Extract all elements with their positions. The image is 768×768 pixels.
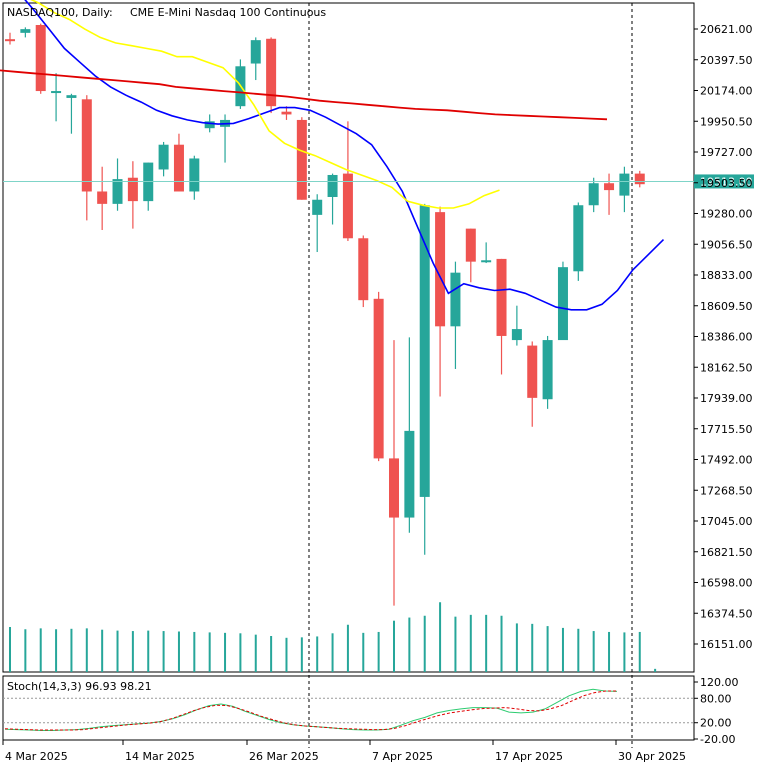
candle — [35, 23, 46, 94]
candle — [496, 258, 507, 375]
candle — [112, 158, 123, 211]
price-tick-label: 17268.50 — [700, 484, 753, 497]
price-tick-label: 18833.00 — [700, 269, 753, 282]
candle — [511, 305, 522, 346]
candle — [312, 194, 323, 253]
price-axis: 20621.00 20397.50 20174.00 19950.50 19727.00… — [694, 23, 753, 651]
candle — [296, 117, 307, 200]
candle — [604, 173, 615, 215]
time-tick-label: 7 Apr 2025 — [372, 750, 433, 763]
price-tick-label: 20174.00 — [700, 85, 753, 98]
time-tick-label: 30 Apr 2025 — [618, 750, 686, 763]
price-tick-label: 17492.00 — [700, 454, 753, 467]
ma-mid-line — [30, 0, 500, 209]
price-tick-label: 17939.00 — [700, 392, 753, 405]
time-axis: 4 Mar 2025 14 Mar 2025 26 Mar 2025 7 Apr 20… — [2, 740, 686, 763]
ma-slow-line — [0, 69, 608, 121]
price-tick-label: 20621.00 — [700, 23, 753, 36]
candle — [619, 166, 630, 213]
price-tick-label: 16374.50 — [700, 607, 753, 620]
candle — [465, 228, 476, 283]
stoch-levels: 120.00 80.00 20.00 -20.00 — [3, 676, 739, 746]
candle — [51, 73, 62, 122]
time-tick-label: 14 Mar 2025 — [125, 750, 195, 763]
stoch-level-label: 80.00 — [700, 692, 732, 705]
candle — [281, 106, 292, 120]
separator-lines — [308, 3, 633, 748]
candle — [542, 335, 553, 409]
candle — [97, 166, 108, 231]
price-tick-label: 18162.50 — [700, 361, 753, 374]
price-tick-label: 19727.00 — [700, 146, 753, 159]
candle — [5, 32, 15, 45]
price-tick-label: 16598.00 — [700, 577, 753, 590]
time-tick-label: 26 Mar 2025 — [249, 750, 319, 763]
candle — [588, 177, 599, 213]
volume-bars — [9, 602, 657, 672]
candle — [158, 141, 169, 177]
price-tick-label: 20397.50 — [700, 54, 753, 67]
price-tick-label: 19280.00 — [700, 208, 753, 221]
ma-fast-line — [24, 0, 665, 311]
current-price-tag — [694, 174, 754, 189]
candle — [419, 203, 430, 555]
candle — [235, 59, 246, 109]
candle — [481, 242, 492, 264]
candle — [435, 206, 446, 397]
candle — [450, 261, 461, 369]
stoch-signal-line — [4, 690, 617, 731]
stoch-level-label: 20.00 — [700, 717, 732, 730]
chart-title-symbol: NASDAQ100, Daily: — [7, 6, 113, 19]
price-tick-label: 19056.50 — [700, 238, 753, 251]
candlesticks — [5, 23, 645, 606]
candle — [81, 95, 92, 221]
stoch-level-label: -20.00 — [700, 733, 735, 746]
chart-title-description: CME E-Mini Nasdaq 100 Continuous — [130, 6, 326, 19]
price-tick-label: 18386.00 — [700, 331, 753, 344]
candle — [389, 340, 399, 606]
candle — [557, 261, 568, 341]
price-tick-label: 16821.50 — [700, 546, 753, 559]
stochastic-lines — [4, 688, 618, 731]
price-panel-frame — [2, 2, 695, 673]
candle — [358, 235, 369, 308]
candle — [527, 341, 538, 427]
current-price-label: 19513.00 — [700, 175, 753, 188]
candle — [127, 161, 138, 229]
price-tick-label: 16151.00 — [700, 638, 753, 651]
price-tick-label: 19950.50 — [700, 115, 753, 128]
stoch-label: Stoch(14,3,3) 96.93 98.21 — [7, 680, 152, 693]
price-tick-label: 17715.50 — [700, 423, 753, 436]
time-tick-label: 4 Mar 2025 — [5, 750, 68, 763]
price-tick-label: 18609.50 — [700, 300, 753, 313]
candle — [20, 27, 31, 38]
candle — [373, 291, 384, 462]
candle — [634, 170, 645, 188]
candle — [66, 93, 77, 134]
price-tick-label: 17045.00 — [700, 515, 753, 528]
candle — [189, 155, 200, 200]
candle — [250, 37, 261, 81]
moving-averages — [0, 0, 665, 311]
time-tick-label: 17 Apr 2025 — [495, 750, 563, 763]
stoch-level-label: 120.00 — [700, 676, 739, 689]
candle — [404, 337, 415, 533]
price-tick-label: 19503.50 — [700, 177, 753, 190]
candle — [266, 37, 277, 114]
candle — [327, 173, 338, 225]
candle — [573, 202, 584, 281]
